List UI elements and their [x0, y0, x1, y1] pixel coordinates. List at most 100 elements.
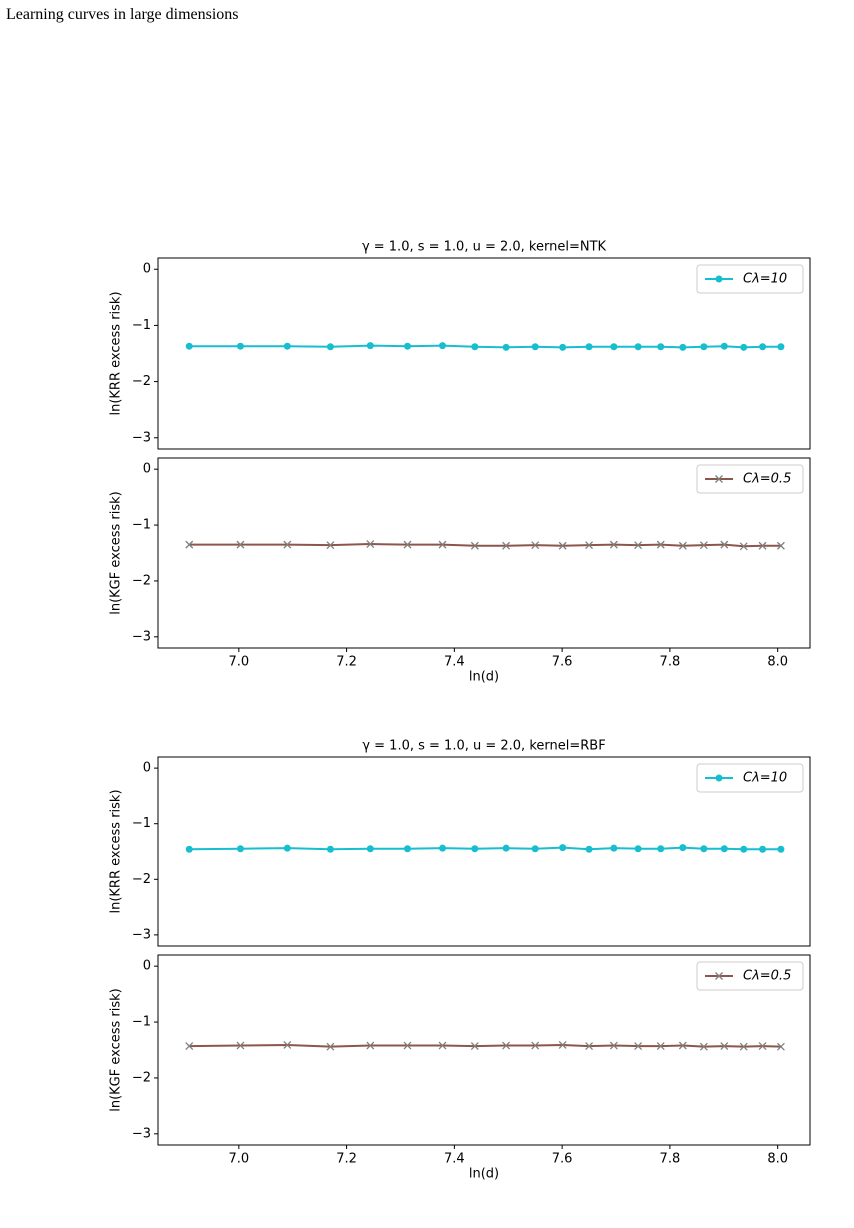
- marker: [610, 343, 618, 351]
- marker: [283, 540, 292, 549]
- marker: [185, 1042, 194, 1051]
- marker: [403, 1041, 412, 1050]
- marker: [776, 1042, 785, 1051]
- legend-label: Cλ=0.5: [743, 472, 791, 487]
- marker: [656, 540, 665, 549]
- marker: [678, 541, 687, 550]
- marker: [720, 845, 728, 853]
- subplot: 0 −1 −2 −3 7.0 7.2 7.4 7.6 7.8 8.0 ln(KGF excess r…: [109, 457, 811, 685]
- marker: [439, 342, 447, 350]
- marker: [740, 343, 748, 351]
- y-tick-label: −1: [132, 518, 151, 533]
- marker: [657, 343, 665, 351]
- marker: [283, 844, 291, 852]
- marker: [679, 343, 687, 351]
- marker: [720, 540, 729, 549]
- marker: [678, 1041, 687, 1050]
- marker: [585, 541, 594, 550]
- marker: [366, 1041, 375, 1050]
- marker: [502, 844, 510, 852]
- subplot-title: γ = 1.0, s = 1.0, u = 2.0, kernel=RBF: [362, 739, 605, 754]
- legend-label: Cλ=10: [743, 771, 787, 786]
- marker: [585, 343, 593, 351]
- x-tick-label: 7.8: [660, 655, 681, 670]
- marker: [720, 342, 728, 350]
- marker: [759, 343, 767, 351]
- y-tick-label: 0: [143, 959, 151, 974]
- marker: [185, 845, 193, 853]
- marker: [326, 343, 334, 351]
- subplot: 0 −1 −2 −3 7.0 7.2 7.4 7.6 7.8 8.0 ln(KGF excess r…: [109, 954, 811, 1182]
- marker: [531, 845, 539, 853]
- subplot-title: γ = 1.0, s = 1.0, u = 2.0, kernel=NTK: [362, 240, 607, 255]
- marker: [531, 1041, 540, 1050]
- x-axis-label: ln(d): [469, 1167, 499, 1182]
- y-tick-label: −1: [132, 1015, 151, 1030]
- x-tick-label: 7.2: [336, 1152, 357, 1167]
- marker: [531, 343, 539, 351]
- marker: [558, 541, 567, 550]
- y-tick-label: 0: [143, 262, 151, 277]
- marker: [185, 540, 194, 549]
- legend-box: [696, 763, 804, 793]
- marker: [759, 845, 767, 853]
- y-tick-label: −3: [132, 927, 151, 942]
- marker: [283, 342, 291, 350]
- x-tick-label: 7.4: [444, 1152, 465, 1167]
- marker: [720, 1042, 729, 1051]
- x-tick-label: 7.6: [552, 1152, 573, 1167]
- legend-marker: [715, 475, 723, 483]
- y-axis-label: ln(KRR excess risk): [109, 291, 124, 415]
- marker: [471, 845, 479, 853]
- marker: [777, 343, 785, 351]
- marker: [739, 1042, 748, 1051]
- marker: [740, 845, 748, 853]
- subplot: γ = 1.0, s = 1.0, u = 2.0, kernel=RBF 0 −1…: [109, 739, 811, 947]
- marker: [326, 541, 335, 550]
- marker: [236, 342, 244, 350]
- marker: [438, 1041, 447, 1050]
- y-tick-label: 0: [143, 761, 151, 776]
- x-tick-label: 7.6: [552, 655, 573, 670]
- series-line: [189, 846, 781, 851]
- marker: [366, 342, 374, 350]
- subplot: γ = 1.0, s = 1.0, u = 2.0, kernel=NTK 0 −1…: [109, 240, 811, 450]
- x-tick-label: 8.0: [767, 655, 788, 670]
- y-tick-label: −2: [132, 1070, 151, 1085]
- plot-frame: [157, 756, 811, 947]
- x-tick-label: 7.8: [660, 1152, 681, 1167]
- legend-marker: [715, 275, 723, 283]
- series-line: [189, 344, 781, 349]
- x-tick-label: 7.2: [336, 655, 357, 670]
- marker: [470, 541, 479, 550]
- marker: [471, 343, 479, 351]
- marker: [283, 1041, 292, 1049]
- marker: [758, 541, 767, 550]
- marker: [609, 540, 618, 549]
- x-axis-label: ln(d): [469, 670, 499, 685]
- marker: [634, 541, 643, 550]
- marker: [326, 1042, 335, 1051]
- legend-label: Cλ=10: [743, 272, 787, 287]
- marker: [439, 844, 447, 852]
- series-line: [189, 1043, 781, 1048]
- marker: [634, 845, 642, 853]
- marker: [502, 541, 511, 550]
- marker: [185, 342, 193, 350]
- y-tick-label: −3: [132, 430, 151, 445]
- marker: [502, 1041, 511, 1050]
- marker: [634, 343, 642, 351]
- marker: [559, 343, 567, 351]
- marker: [531, 541, 540, 550]
- plot-frame: [157, 457, 811, 649]
- plot-frame: [157, 954, 811, 1146]
- header-title: Learning curves in large dimensions: [6, 6, 239, 23]
- marker: [585, 845, 593, 853]
- marker: [776, 541, 785, 550]
- marker: [657, 845, 665, 853]
- legend-label: Cλ=0.5: [743, 969, 791, 984]
- y-tick-label: −3: [132, 1126, 151, 1141]
- marker: [236, 845, 244, 853]
- marker: [366, 540, 375, 549]
